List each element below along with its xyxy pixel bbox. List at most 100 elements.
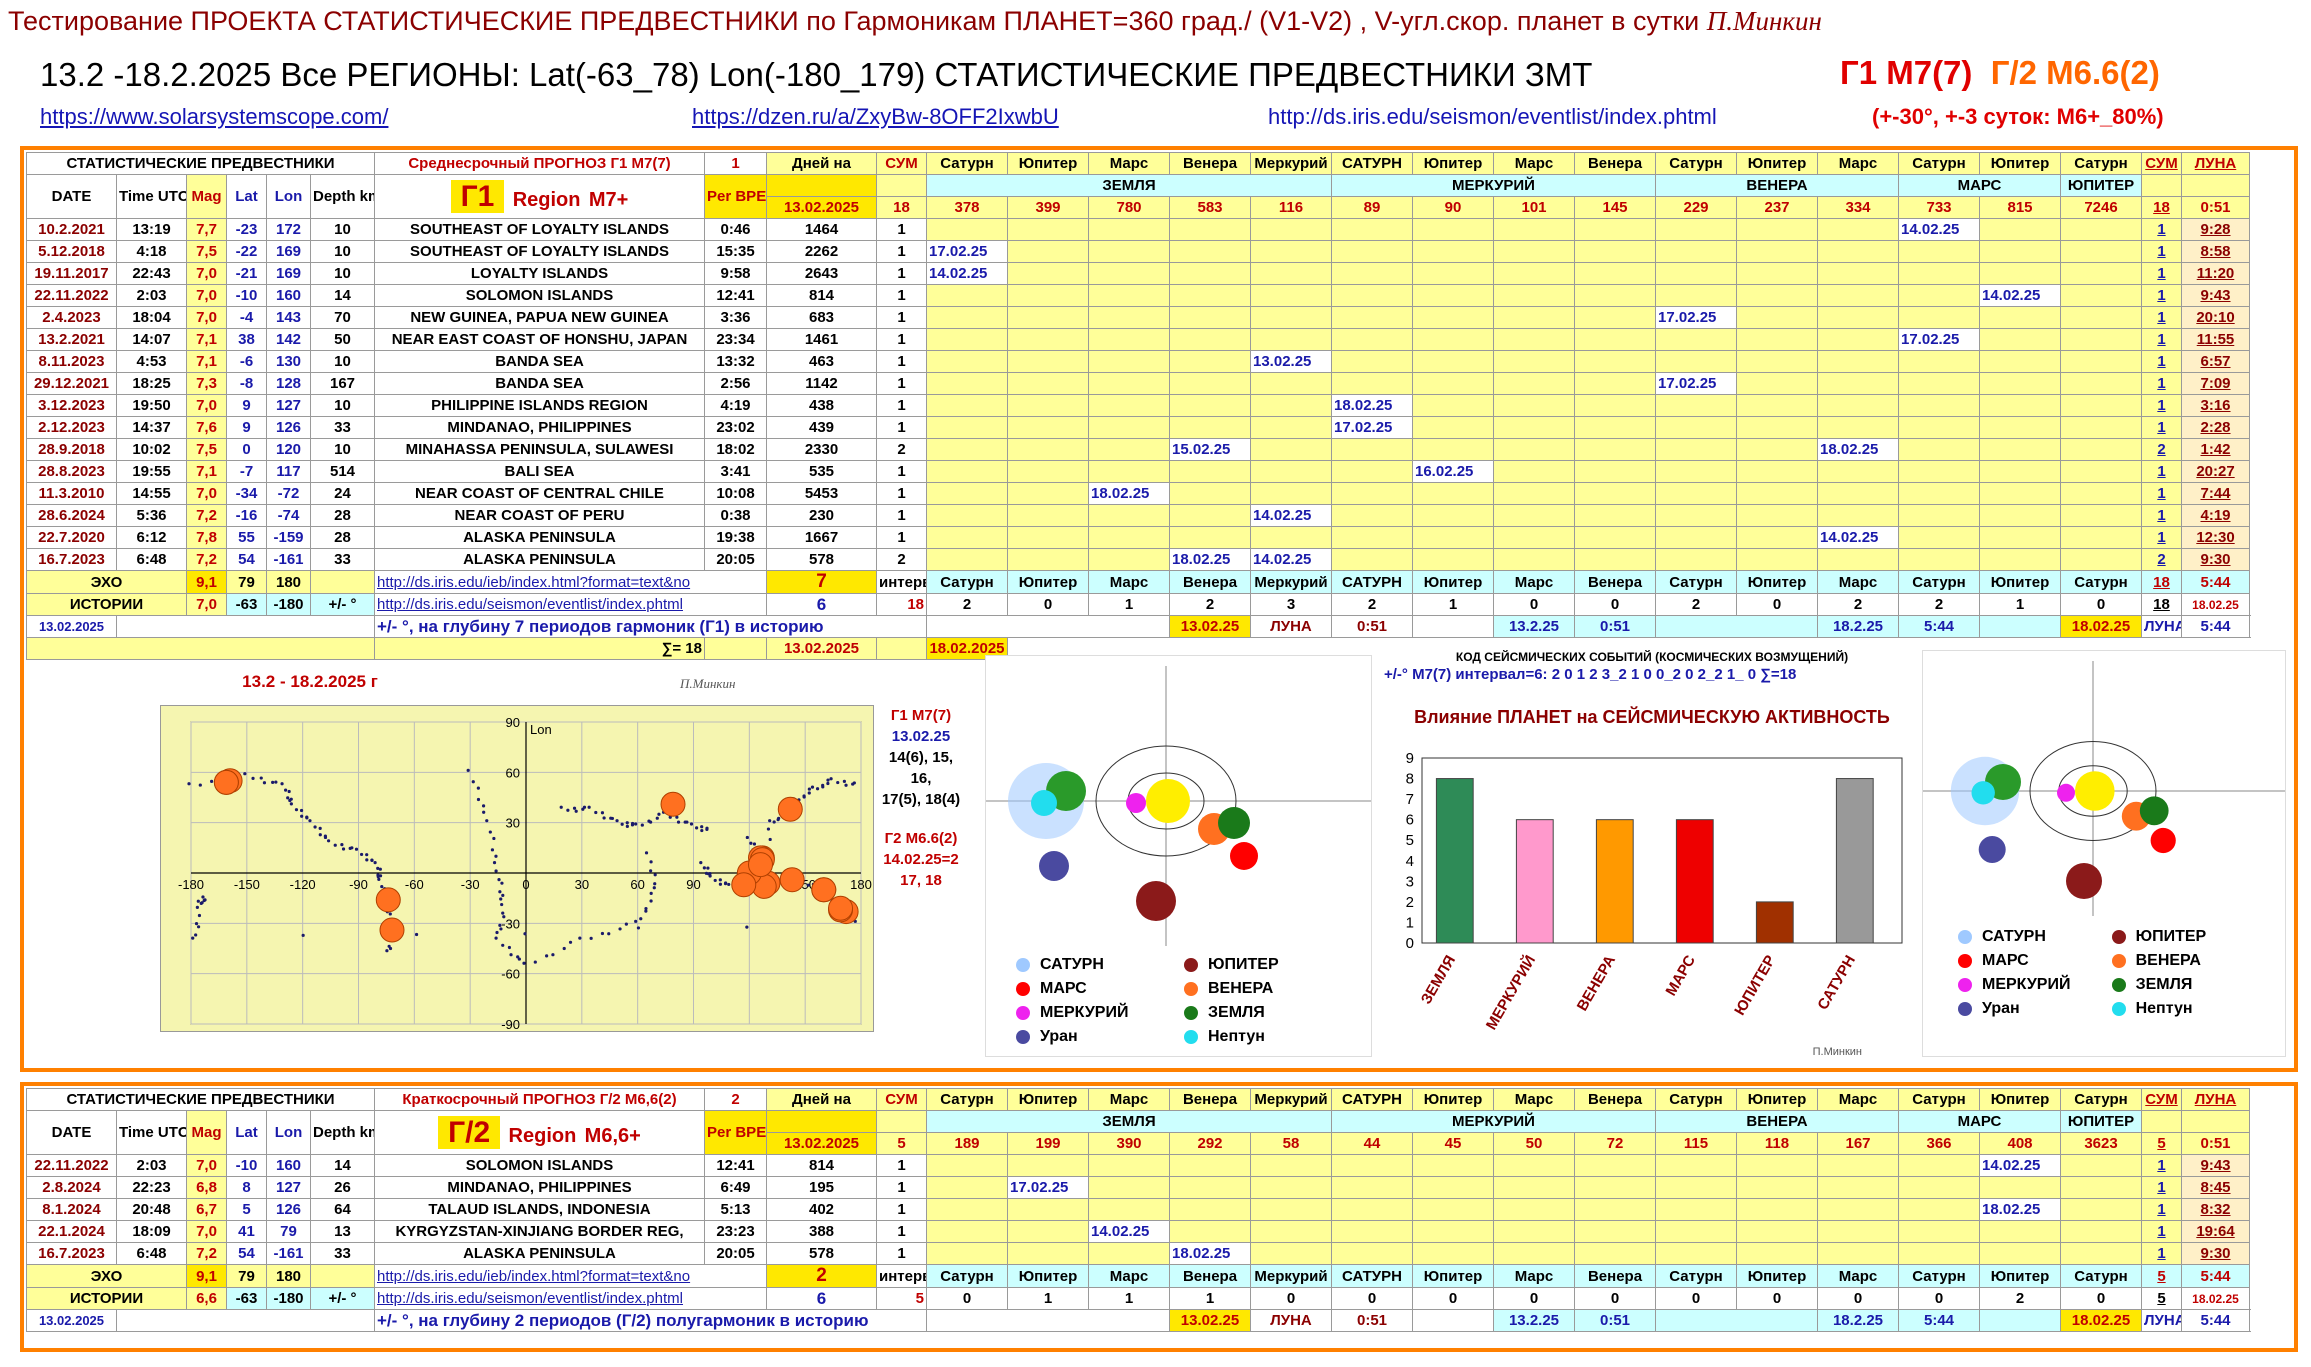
hit-cell [1169, 262, 1251, 285]
map-quake-dot [354, 847, 359, 851]
footer-d4: 18.02.25 [2060, 615, 2142, 638]
blank [1979, 615, 2061, 638]
world-map-svg: -180-150-120-90-60-300306090120150180906… [178, 715, 872, 1032]
table-row: 16.7.2023 6:48 7,2 54 -161 33 ALASKA PENINSULA… [26, 548, 2250, 571]
map-quake-dot [370, 858, 374, 862]
map-quake-dot [482, 810, 486, 814]
event-sum: 1 [876, 526, 927, 549]
map-quake-dot [501, 943, 505, 947]
history-lat: -63 [226, 1287, 267, 1310]
hit-cell [1007, 328, 1089, 351]
hit-cell [1088, 394, 1170, 417]
event-date: 2.12.2023 [26, 416, 117, 439]
planet-period: 733 [1898, 196, 1980, 219]
hit-cell [1493, 526, 1575, 549]
event-sum2: 1 [2141, 372, 2182, 395]
event-moon: 7:44 [2181, 482, 2250, 505]
history-link[interactable]: http://ds.iris.edu/seismon/eventlist/ind… [374, 1287, 767, 1310]
bar [1755, 901, 1794, 944]
link-solarsystemscope[interactable]: https://www.solarsystemscope.com/ [40, 104, 389, 129]
group-earth: ЗЕМЛЯ [926, 1110, 1332, 1133]
hit-cell [1655, 1154, 1737, 1177]
map-quake-dot [196, 899, 200, 903]
event-date: 19.11.2017 [26, 262, 117, 285]
planet-marker [1218, 807, 1250, 839]
planet-header: Марс [1817, 1088, 1899, 1111]
hit-cell [1979, 482, 2061, 505]
legend-item: ВЕНЕРА [2111, 952, 2266, 970]
event-depth: 50 [310, 328, 375, 351]
event-mag: 7,2 [186, 504, 227, 527]
planet-period: 58 [1250, 1132, 1332, 1155]
map-quake-dot [522, 961, 526, 965]
planet-period: 399 [1007, 196, 1089, 219]
legend-item: МЕРКУРИЙ [1016, 1004, 1184, 1022]
event-days: 1142 [766, 372, 877, 395]
hit-cell [1898, 416, 1980, 439]
group-mars: МАРС [1898, 1110, 2061, 1133]
event-lat: -7 [226, 460, 267, 483]
map-quake-dot [815, 787, 820, 791]
event-lat: 41 [226, 1220, 267, 1243]
planet-marker [2066, 863, 2102, 899]
map-quake-dot [388, 912, 392, 916]
planet-header: Юпитер [1979, 1088, 2061, 1111]
planet-period: 44 [1331, 1132, 1413, 1155]
event-sum2: 1 [2141, 306, 2182, 329]
echo-link[interactable]: http://ds.iris.edu/ieb/index.html?format… [374, 570, 767, 594]
map-lon-label: Lon [530, 722, 552, 737]
map-quake-dot [194, 922, 199, 926]
map-quake-dot [305, 816, 309, 820]
legend-label: Уран [1982, 1000, 2020, 1017]
event-time: 4:18 [116, 240, 187, 263]
planet-count: 0 [2060, 1287, 2142, 1310]
event-moon: 1:42 [2181, 438, 2250, 461]
footer-t4: 5:44 [2181, 1309, 2250, 1332]
planet-header: Сатурн [1898, 1088, 1980, 1111]
event-mag: 7,0 [186, 1154, 227, 1177]
echo-periods: 7 [766, 570, 877, 594]
history-moon: 18.02.25 [2181, 593, 2250, 616]
event-depth: 10 [310, 262, 375, 285]
event-lat: -16 [226, 504, 267, 527]
map-quake-dot [350, 846, 354, 850]
code-title: КОД СЕЙСМИЧЕСКИХ СОБЫТИЙ (КОСМИЧЕСКИХ ВО… [1455, 650, 1849, 664]
event-region: SOLOMON ISLANDS [374, 284, 705, 307]
hit-cell [1574, 1242, 1656, 1265]
hit-cell [1655, 1176, 1737, 1199]
map-quake-dot [545, 954, 549, 958]
map-quake-dot [318, 826, 322, 830]
hit-cell [1493, 284, 1575, 307]
legend-label: МАРС [1040, 980, 1087, 997]
history-link[interactable]: http://ds.iris.edu/seismon/eventlist/ind… [374, 593, 767, 616]
map-quake-dot [826, 781, 830, 786]
echo-link[interactable]: http://ds.iris.edu/ieb/index.html?format… [374, 1264, 767, 1288]
link-dzen[interactable]: https://dzen.ru/a/ZxyBw-8OFF2IxwbU [692, 104, 1059, 129]
event-date: 13.2.2021 [26, 328, 117, 351]
link-iris[interactable]: http://ds.iris.edu/seismon/eventlist/ind… [1268, 104, 1717, 129]
hit-cell [1250, 328, 1332, 351]
hit-cell: 18.02.25 [1817, 438, 1899, 461]
footer-t2: 0:51 [1574, 615, 1656, 638]
hit-cell [1007, 284, 1089, 307]
col-mag: Mag [186, 174, 227, 219]
map-quake-dot [507, 945, 511, 950]
planet-header: Венера [1574, 1264, 1656, 1288]
hit-cell: 14.02.25 [1979, 284, 2061, 307]
event-lat: 8 [226, 1176, 267, 1199]
hit-cell [1169, 1154, 1251, 1177]
event-time-period: 2:56 [704, 372, 767, 395]
map-quake-dot [706, 866, 710, 870]
map-quake-dot [262, 781, 267, 785]
blank [1412, 1309, 1494, 1332]
hit-cell [1655, 394, 1737, 417]
hit-cell [1493, 262, 1575, 285]
planet-count: 0 [1736, 1287, 1818, 1310]
planet-header: САТУРН [1331, 570, 1413, 594]
map-quake-dot [289, 802, 293, 806]
hit-cell [1898, 372, 1980, 395]
table-row: 5.12.2018 4:18 7,5 -22 169 10 SOUTHEAST OF LOY… [26, 240, 2250, 263]
table-row: 11.3.2010 14:55 7,0 -34 -72 24 NEAR COAST OF C… [26, 482, 2250, 505]
hit-cell [1007, 526, 1089, 549]
planet-header: Юпитер [1007, 1088, 1089, 1111]
